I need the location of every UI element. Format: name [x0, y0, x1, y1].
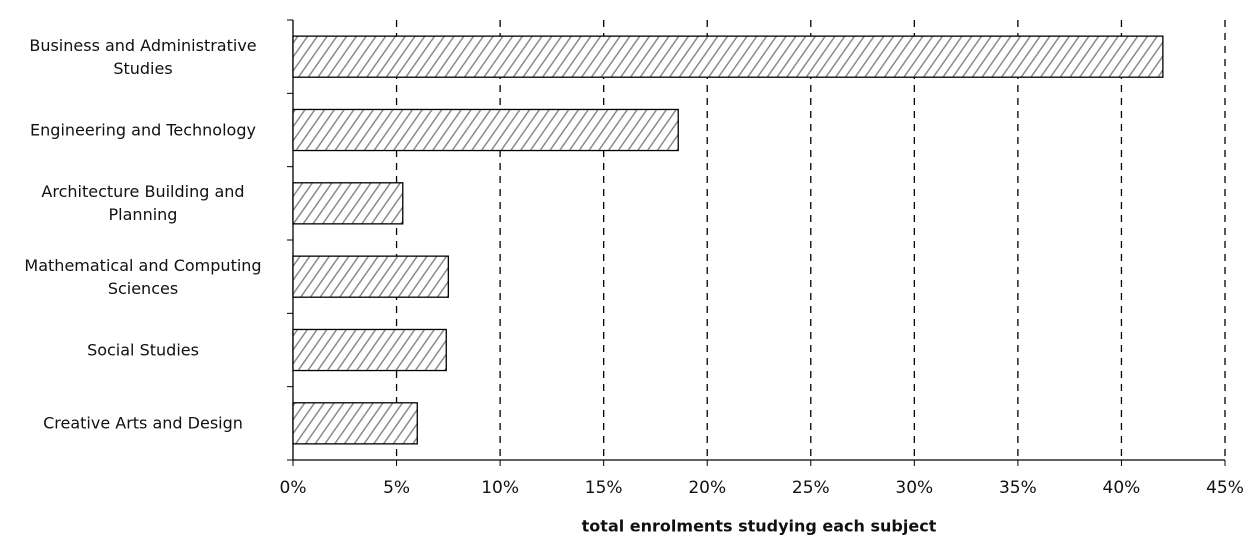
x-tick-label: 30%: [895, 478, 933, 498]
y-tick-label: Business and Administrative Studies: [29, 35, 257, 78]
bar: [292, 255, 449, 298]
y-tick-label: Social Studies: [87, 340, 199, 360]
bar: [292, 182, 404, 225]
y-tick-label: Creative Arts and Design: [43, 413, 243, 433]
bar: [292, 328, 447, 372]
x-tick-label: 35%: [999, 478, 1037, 498]
bar: [292, 402, 418, 445]
bar: [292, 35, 1164, 78]
x-tick-label: 25%: [792, 478, 830, 498]
x-tick-label: 10%: [481, 478, 519, 498]
x-tick-label: 5%: [383, 478, 410, 498]
y-tick-label: Engineering and Technology: [30, 120, 256, 140]
x-tick-label: 0%: [280, 478, 307, 498]
y-tick-label: Mathematical and Computing Sciences: [24, 255, 262, 298]
y-tick-label: Architecture Building and Planning: [41, 182, 245, 225]
x-tick-label: 40%: [1103, 478, 1141, 498]
x-tick-label: 20%: [688, 478, 726, 498]
x-axis-label: total enrolments studying each subject: [582, 517, 937, 536]
x-tick-label: 15%: [585, 478, 623, 498]
x-tick-label: 45%: [1206, 478, 1244, 498]
bar: [292, 108, 679, 152]
